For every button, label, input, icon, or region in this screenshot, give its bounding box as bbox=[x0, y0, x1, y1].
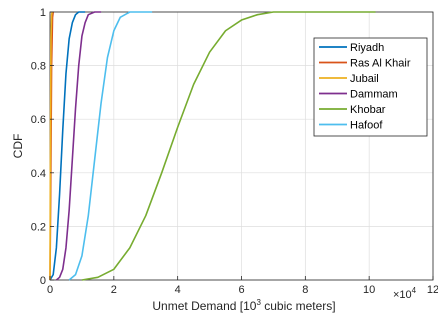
series-line-khobar bbox=[81, 11, 376, 281]
series-line-riyadh bbox=[49, 11, 86, 281]
x-tick-label: 10 bbox=[363, 284, 375, 296]
series-line-jubail bbox=[49, 11, 54, 281]
x-axis-label-superscript: 3 bbox=[256, 298, 261, 307]
x-axis-exponent-power: 4 bbox=[412, 286, 417, 295]
y-tick-label: 0.4 bbox=[31, 168, 46, 180]
series-line-dammam bbox=[55, 11, 102, 281]
x-axis-label-end: cubic meters] bbox=[261, 299, 336, 313]
legend: Riyadh Ras Al Khair Jubail Dammam Khobar Hafo… bbox=[313, 37, 428, 137]
x-tick-label: 0 bbox=[47, 284, 53, 296]
x-axis-label-main: Unmet Demand [10 bbox=[152, 299, 256, 313]
y-tick-label: 0.6 bbox=[31, 114, 46, 126]
legend-label-jubail: Jubail bbox=[350, 73, 379, 85]
y-tick-label: 0.2 bbox=[31, 221, 46, 233]
legend-items: Riyadh Ras Al Khair Jubail Dammam Khobar Hafo… bbox=[319, 42, 411, 132]
y-axis-label: CDF bbox=[11, 134, 25, 159]
x-axis-exponent: ×104 bbox=[393, 286, 417, 301]
y-tick-label: 0.8 bbox=[31, 61, 46, 73]
y-tick-label: 1 bbox=[40, 7, 46, 19]
x-tick-label: 4 bbox=[175, 284, 181, 296]
legend-box bbox=[313, 37, 428, 137]
x-tick-label: 2 bbox=[111, 284, 117, 296]
legend-label-khobar: Khobar bbox=[350, 104, 386, 116]
x-tick-label: 6 bbox=[238, 284, 244, 296]
legend-label-ras-al-khair: Ras Al Khair bbox=[350, 58, 411, 70]
series-line-hafoof bbox=[68, 11, 153, 281]
legend-label-hafoof: Hafoof bbox=[350, 120, 383, 132]
x-axis-label: Unmet Demand [103 cubic meters] bbox=[152, 298, 335, 313]
x-axis-exponent-base: ×10 bbox=[393, 289, 412, 301]
y-tick-label: 0 bbox=[40, 275, 46, 287]
legend-label-dammam: Dammam bbox=[350, 89, 398, 101]
x-tick-label: 12 bbox=[427, 284, 438, 296]
legend-label-riyadh: Riyadh bbox=[350, 42, 384, 54]
axis-ticks: 0 2 4 6 8 10 12 0 0.2 0.4 0.6 0.8 1 bbox=[31, 7, 438, 296]
x-tick-label: 8 bbox=[302, 284, 308, 296]
